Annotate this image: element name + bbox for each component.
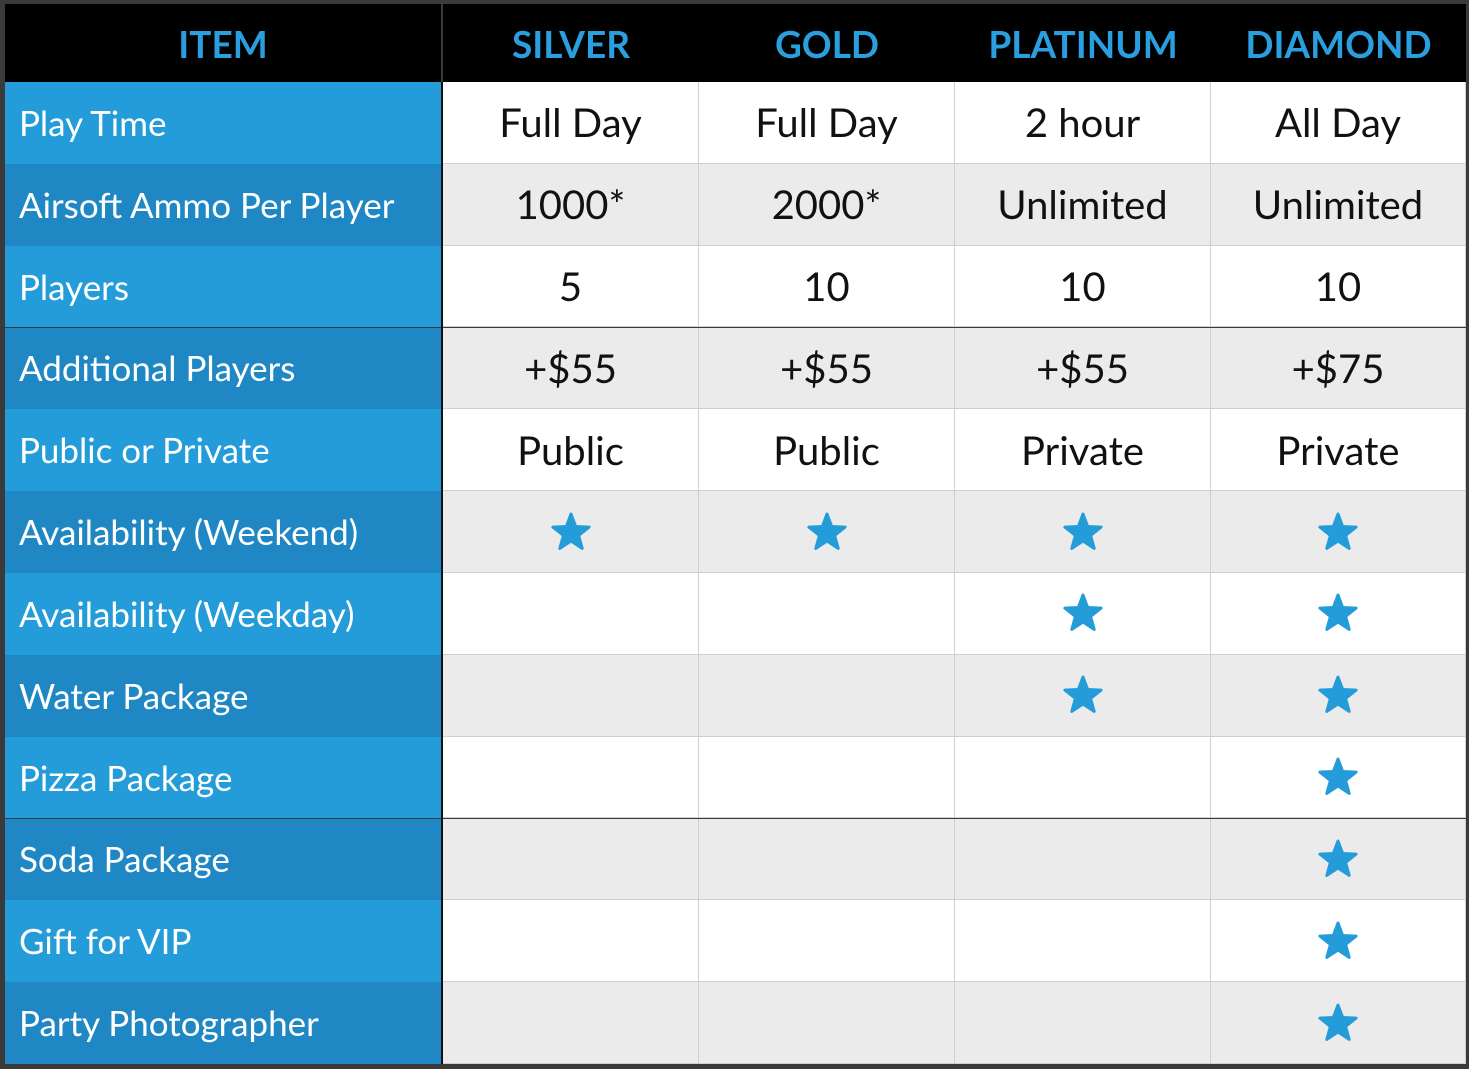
star-shape xyxy=(1318,839,1358,877)
row-label: Airsoft Ammo Per Player xyxy=(5,163,441,246)
row-label: Public or Private xyxy=(5,409,441,492)
star xyxy=(1318,512,1358,550)
star-shape xyxy=(1062,675,1103,714)
header-cell: SILVER xyxy=(443,4,699,82)
table-cell xyxy=(1211,736,1466,819)
divider xyxy=(441,82,443,1064)
star xyxy=(806,512,847,550)
star-shape xyxy=(1318,757,1358,795)
star xyxy=(1318,921,1358,959)
table-cell: Full Day xyxy=(443,82,699,164)
table-cell xyxy=(699,491,955,573)
table-cell xyxy=(955,736,1211,819)
star xyxy=(1318,757,1358,795)
star xyxy=(1318,675,1358,714)
table-cell xyxy=(955,654,1211,737)
star xyxy=(1062,512,1103,550)
star xyxy=(550,512,591,550)
table-cell: 1000* xyxy=(443,163,699,246)
star-shape xyxy=(1062,593,1103,632)
table-cell: 2000* xyxy=(699,163,955,246)
star-shape xyxy=(806,512,847,550)
star xyxy=(1062,593,1103,632)
star xyxy=(1318,1003,1358,1041)
table-cell: All Day xyxy=(1211,82,1466,164)
table-cell xyxy=(1211,654,1466,737)
row-label: Additional Players xyxy=(5,327,441,410)
row-label: Play Time xyxy=(5,82,441,164)
row-label: Gift for VIP xyxy=(5,900,441,983)
table-cell xyxy=(443,736,699,819)
table-cell: Public xyxy=(699,409,955,492)
table-cell xyxy=(1211,491,1466,573)
header-cell: GOLD xyxy=(699,4,955,82)
star-shape xyxy=(1062,512,1103,550)
star-shape xyxy=(1318,921,1358,959)
table-cell xyxy=(443,982,699,1064)
table-cell: Private xyxy=(1211,409,1466,492)
star-shape xyxy=(1318,1003,1358,1041)
star-shape xyxy=(1318,675,1358,714)
table-cell: +$75 xyxy=(1211,327,1466,410)
table-cell xyxy=(955,573,1211,655)
table-cell: 2 hour xyxy=(955,82,1211,164)
table-cell xyxy=(955,982,1211,1064)
table-cell xyxy=(955,818,1211,901)
table-cell: Private xyxy=(955,409,1211,492)
header-cell: PLATINUM xyxy=(955,4,1211,82)
table-cell xyxy=(1211,573,1466,655)
row-label: Players xyxy=(5,245,441,328)
row-label: Availability (Weekend) xyxy=(5,491,441,573)
table-cell: +$55 xyxy=(955,327,1211,410)
table-cell xyxy=(1211,818,1466,901)
table-cell xyxy=(443,654,699,737)
table-cell: 10 xyxy=(1211,245,1466,328)
table-cell: +$55 xyxy=(699,327,955,410)
table-cell xyxy=(443,573,699,655)
table-cell xyxy=(699,818,955,901)
table-cell xyxy=(443,900,699,983)
row-label: Pizza Package xyxy=(5,736,441,819)
table-cell xyxy=(955,900,1211,983)
star-shape xyxy=(1318,593,1358,632)
table-cell xyxy=(443,818,699,901)
table-cell: Public xyxy=(443,409,699,492)
table-cell xyxy=(699,982,955,1064)
table-cell xyxy=(699,573,955,655)
row-label: Water Package xyxy=(5,654,441,737)
star xyxy=(1318,593,1358,632)
table-cell xyxy=(699,736,955,819)
table-cell: Unlimited xyxy=(1211,163,1466,246)
table-cell xyxy=(699,654,955,737)
star xyxy=(1062,675,1103,714)
table-cell xyxy=(443,491,699,573)
row-label: Availability (Weekday) xyxy=(5,573,441,655)
row-label: Party Photographer xyxy=(5,982,441,1064)
star-shape xyxy=(1318,512,1358,550)
table-cell: Full Day xyxy=(699,82,955,164)
star xyxy=(1318,839,1358,877)
table-cell: +$55 xyxy=(443,327,699,410)
table-cell xyxy=(1211,900,1466,983)
table-cell: Unlimited xyxy=(955,163,1211,246)
table-cell: 10 xyxy=(955,245,1211,328)
header-cell: ITEM xyxy=(5,4,441,82)
table-cell xyxy=(1211,982,1466,1064)
row-label: Soda Package xyxy=(5,818,441,901)
star-shape xyxy=(550,512,591,550)
table-cell: 5 xyxy=(443,245,699,328)
table-cell: 10 xyxy=(699,245,955,328)
table-cell xyxy=(699,900,955,983)
table-cell xyxy=(955,491,1211,573)
header-cell: DIAMOND xyxy=(1211,4,1466,82)
